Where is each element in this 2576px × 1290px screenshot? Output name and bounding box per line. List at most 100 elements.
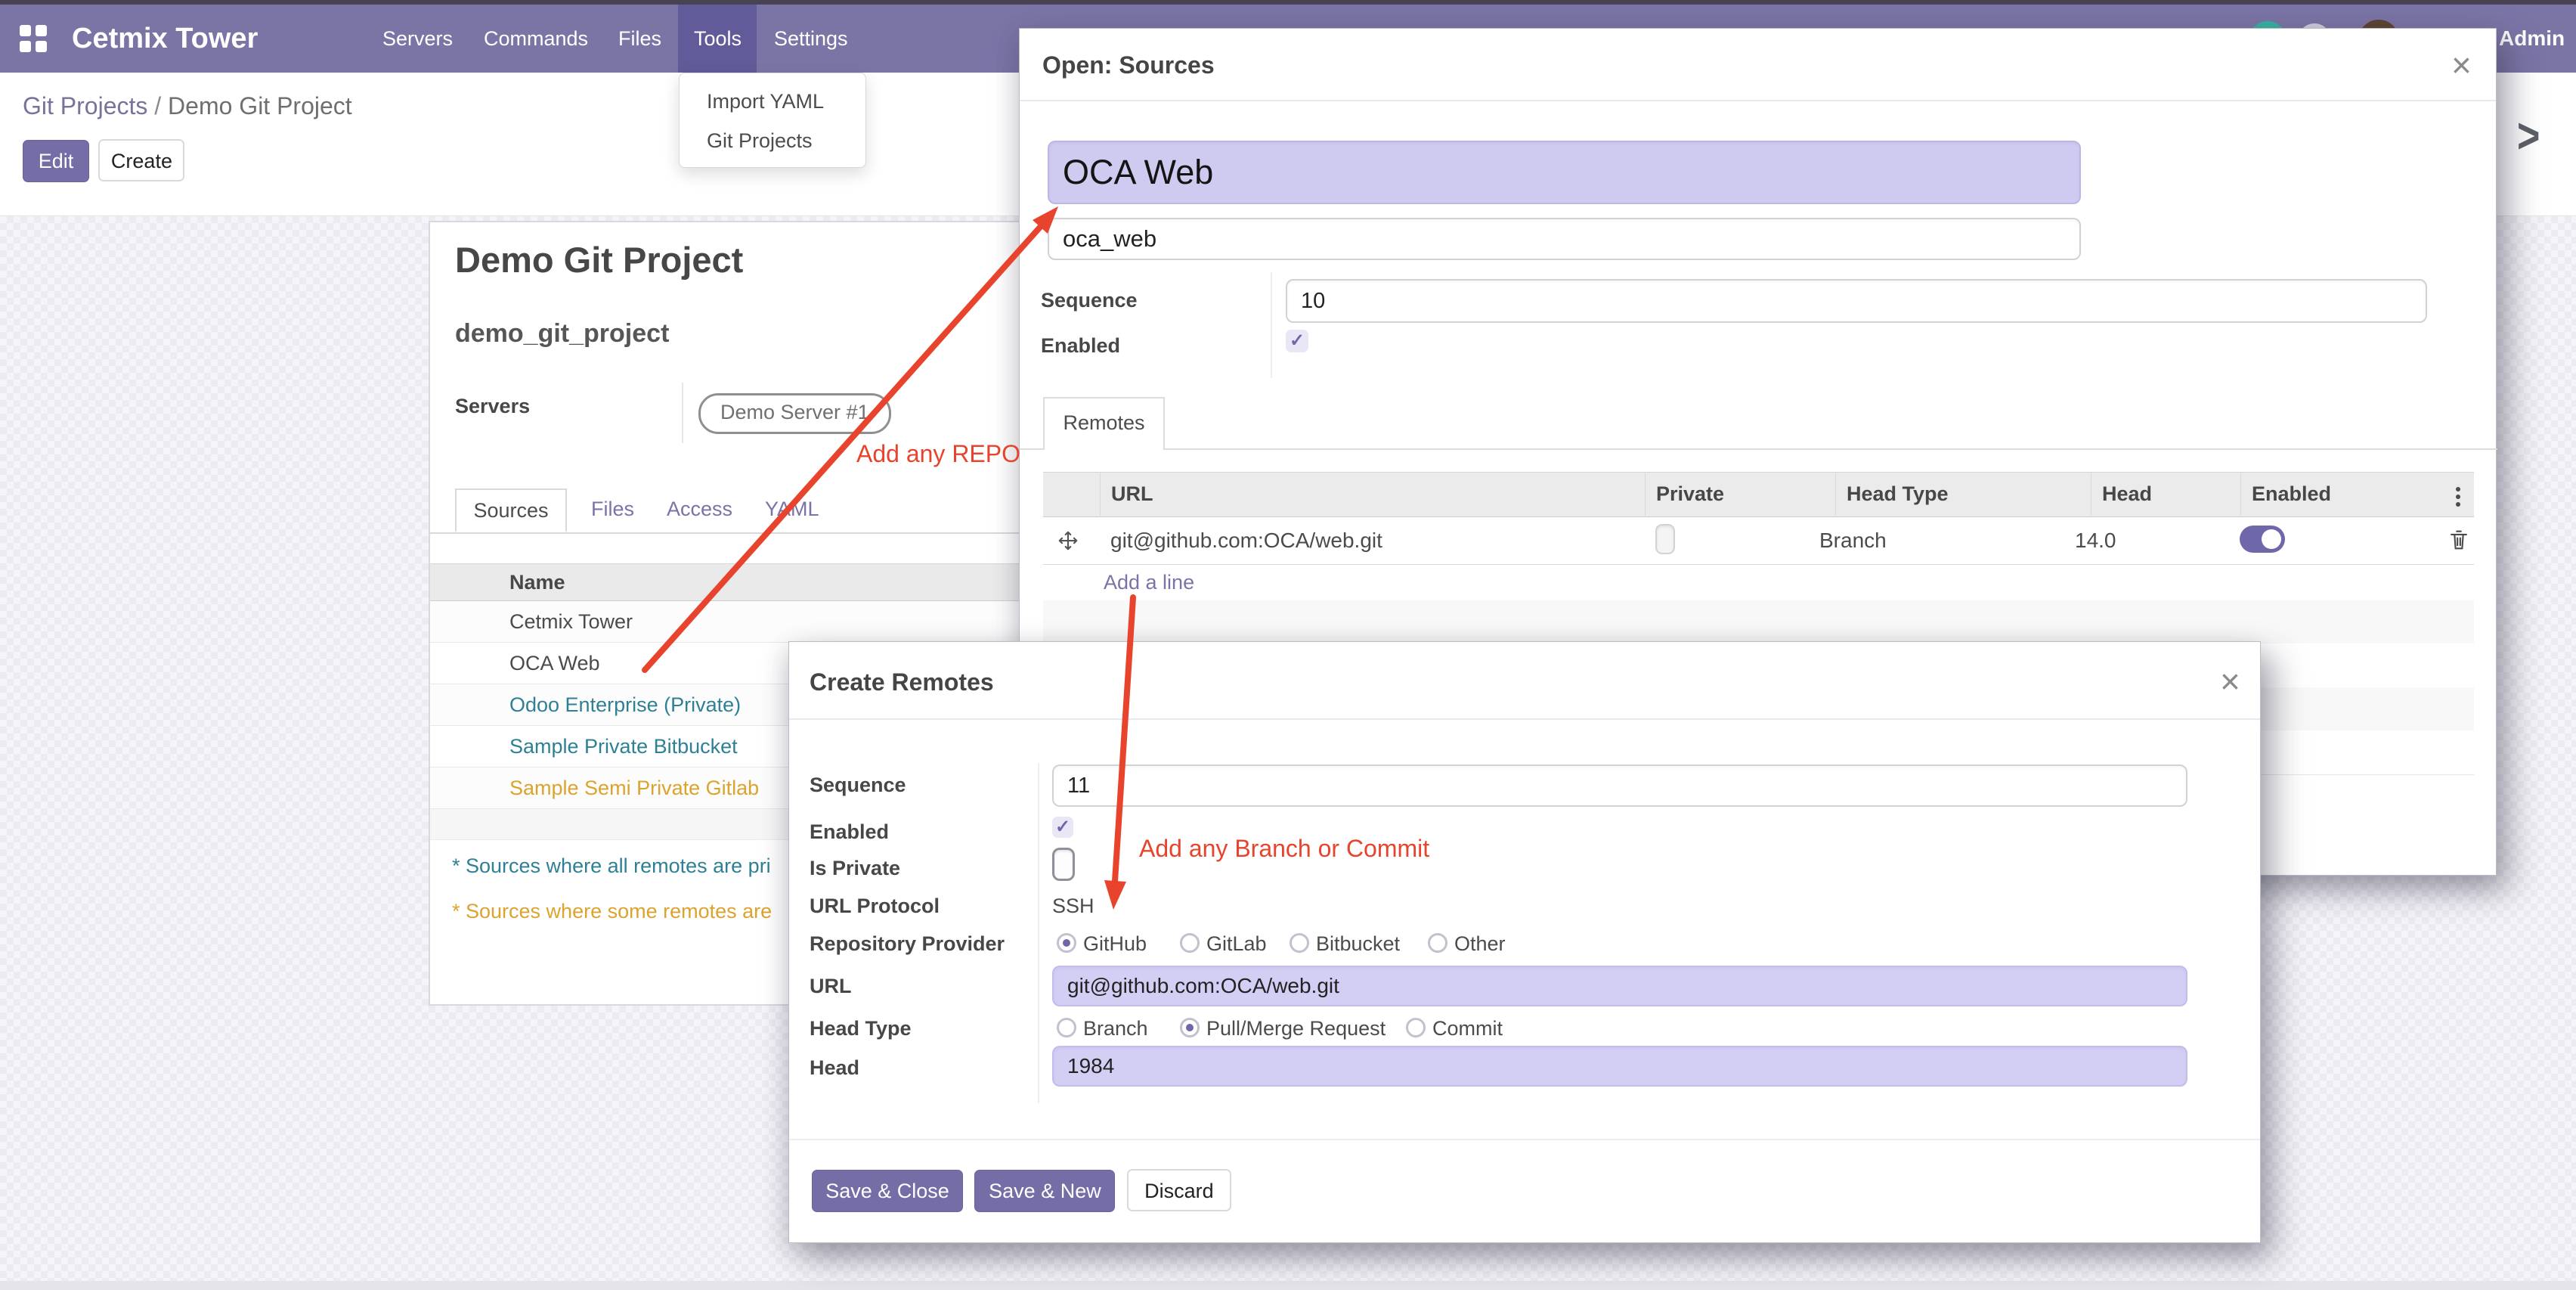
enabled-toggle-on[interactable] — [2240, 526, 2285, 553]
annotation-add-any-repo: Add any REPO — [856, 440, 1020, 467]
head-label: Head — [810, 1056, 860, 1079]
label-column-divider — [1271, 272, 1272, 378]
remote-url-cell[interactable]: git@github.com:OCA/web.git — [1110, 529, 1382, 552]
remote-row[interactable]: git@github.com:OCA/web.git Branch 14.0 — [1043, 516, 2474, 565]
private-checkbox-unchecked[interactable] — [1655, 524, 1675, 554]
control-panel: Git Projects / Demo Git Project Edit Cre… — [0, 73, 1013, 216]
nav-item-servers[interactable]: Servers — [382, 27, 454, 50]
close-icon[interactable]: × — [2451, 45, 2472, 85]
project-title: Demo Git Project — [455, 240, 744, 280]
repository-provider-label: Repository Provider — [810, 932, 1005, 955]
name-column-header[interactable]: Name — [509, 571, 565, 594]
nav-item-files[interactable]: Files — [618, 27, 662, 50]
edit-button[interactable]: Edit — [23, 140, 89, 182]
tools-dropdown-menu: Import YAML Git Projects — [679, 73, 866, 168]
server-tag[interactable]: Demo Server #1 — [698, 393, 891, 434]
provider-radio-github-selected[interactable] — [1057, 933, 1076, 953]
provider-radio-gitlab[interactable] — [1180, 933, 1200, 953]
head-type-column-header[interactable]: Head Type — [1835, 473, 2091, 516]
sources-table-header: Name — [430, 563, 1029, 601]
drag-handle-icon[interactable] — [1057, 529, 1079, 552]
drag-column-header — [1043, 473, 1100, 516]
menu-item-import-yaml[interactable]: Import YAML — [707, 90, 825, 113]
tab-remotes[interactable]: Remotes — [1043, 397, 1165, 450]
save-and-new-button[interactable]: Save & New — [974, 1170, 1116, 1212]
field-divider — [682, 383, 683, 443]
sequence-label: Sequence — [1041, 289, 1138, 312]
head-type-radio-pull-merge-request-selected[interactable] — [1180, 1018, 1200, 1037]
project-code: demo_git_project — [455, 319, 670, 348]
servers-label: Servers — [455, 395, 531, 417]
enabled-column-header[interactable]: Enabled — [2240, 473, 2442, 516]
is-private-label: Is Private — [810, 857, 901, 879]
nav-item-settings[interactable]: Settings — [774, 27, 848, 50]
provider-label-bitbucket[interactable]: Bitbucket — [1316, 932, 1401, 955]
url-input[interactable] — [1052, 966, 2187, 1006]
private-column-header[interactable]: Private — [1645, 473, 1835, 516]
empty-table-stripe — [1043, 600, 2474, 644]
tab-files[interactable]: Files — [591, 498, 635, 520]
tab-sources[interactable]: Sources — [455, 488, 567, 532]
is-private-checkbox-unchecked[interactable] — [1052, 848, 1075, 881]
breadcrumb-current: Demo Git Project — [168, 92, 352, 119]
modal-header-divider — [789, 718, 2260, 720]
head-type-label: Head Type — [810, 1017, 912, 1040]
provider-label-gitlab[interactable]: GitLab — [1206, 932, 1267, 955]
bottom-strip — [0, 1281, 2576, 1290]
sequence-input[interactable] — [1286, 279, 2427, 323]
enabled-checkbox-checked[interactable]: ✓ — [1052, 817, 1073, 838]
optional-columns-icon[interactable] — [2442, 484, 2474, 510]
provider-radio-bitbucket[interactable] — [1290, 933, 1309, 953]
enabled-checkbox-checked[interactable]: ✓ — [1286, 330, 1308, 352]
modal-header-divider — [1020, 100, 2496, 101]
tab-access[interactable]: Access — [667, 498, 733, 520]
head-input[interactable] — [1052, 1046, 2187, 1087]
head-type-cell[interactable]: Branch — [1819, 529, 1887, 552]
remotes-table-header: URL Private Head Type Head Enabled — [1043, 472, 2474, 517]
delete-trash-icon[interactable] — [2446, 527, 2472, 553]
create-remotes-modal: Create Remotes × Sequence Enabled ✓ Is P… — [788, 641, 2261, 1243]
breadcrumb-parent[interactable]: Git Projects — [23, 92, 148, 119]
notebook-tabs: Sources Files Access YAML — [430, 488, 1029, 534]
discard-button[interactable]: Discard — [1126, 1169, 1231, 1211]
app-brand[interactable]: Cetmix Tower — [72, 23, 259, 54]
head-type-label-commit[interactable]: Commit — [1432, 1017, 1503, 1040]
nav-item-commands[interactable]: Commands — [484, 27, 589, 50]
modal-title: Open: Sources — [1042, 51, 1215, 79]
head-type-radio-branch[interactable] — [1057, 1018, 1076, 1037]
source-code-input[interactable] — [1048, 218, 2081, 260]
head-column-header[interactable]: Head — [2091, 473, 2240, 516]
tab-yaml[interactable]: YAML — [765, 498, 819, 520]
apps-grid-icon[interactable] — [20, 25, 48, 54]
breadcrumb-separator: / — [147, 92, 169, 119]
close-icon[interactable]: × — [2220, 662, 2240, 701]
url-label: URL — [810, 975, 852, 997]
provider-label-other[interactable]: Other — [1454, 932, 1506, 955]
head-cell[interactable]: 14.0 — [2075, 529, 2116, 552]
navbar-active-highlight — [678, 5, 757, 73]
head-type-label-pull-merge-request[interactable]: Pull/Merge Request — [1206, 1017, 1386, 1040]
nav-item-tools[interactable]: Tools — [694, 27, 742, 50]
head-type-label-branch[interactable]: Branch — [1083, 1017, 1148, 1040]
source-name-input[interactable] — [1048, 141, 2081, 204]
table-row[interactable]: Cetmix Tower — [430, 601, 1029, 643]
provider-radio-other[interactable] — [1428, 933, 1447, 953]
sequence-input[interactable] — [1052, 764, 2187, 807]
provider-label-github[interactable]: GitHub — [1083, 932, 1147, 955]
menu-item-git-projects[interactable]: Git Projects — [707, 129, 813, 152]
window-top-strip — [0, 0, 2576, 5]
save-and-close-button[interactable]: Save & Close — [812, 1170, 963, 1212]
create-button[interactable]: Create — [98, 139, 185, 181]
modal-footer-divider — [789, 1139, 2260, 1140]
footnote-semi-private-sources: * Sources where some remotes are — [452, 900, 772, 923]
next-record-chevron-icon[interactable]: > — [2517, 108, 2540, 164]
head-type-radio-commit[interactable] — [1406, 1018, 1426, 1037]
user-name[interactable]: Admin — [2499, 26, 2565, 50]
url-column-header[interactable]: URL — [1100, 473, 1645, 516]
footnote-private-sources: * Sources where all remotes are pri — [452, 854, 771, 877]
add-a-line-link[interactable]: Add a line — [1104, 571, 1195, 594]
url-protocol-value: SSH — [1052, 895, 1094, 917]
breadcrumb: Git Projects / Demo Git Project — [23, 92, 352, 120]
modal-title: Create Remotes — [810, 668, 994, 696]
